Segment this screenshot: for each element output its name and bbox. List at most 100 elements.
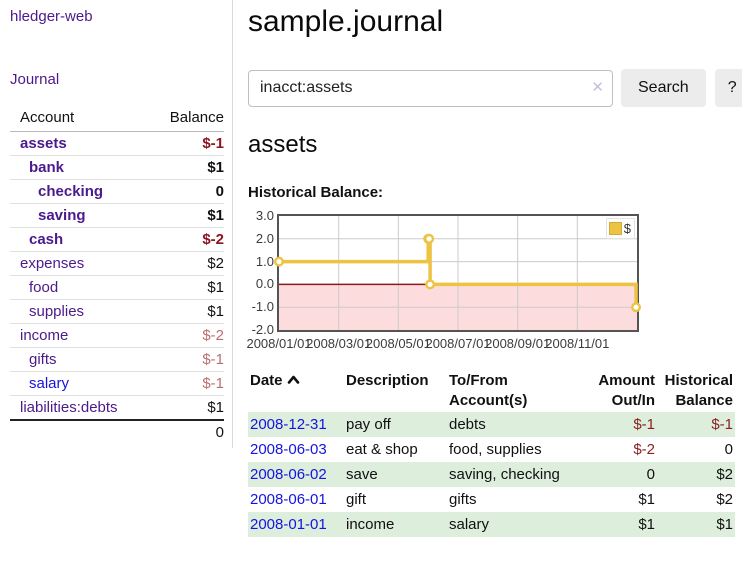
y-tick-label: 2.0 [255,230,274,246]
transaction-amount: $-1 [633,416,655,433]
register-row: 2008-06-01 gift gifts $1 $2 [248,487,735,512]
accounts-header-balance: Balance [152,106,224,132]
account-row: cash $-2 [10,227,224,252]
register-header-date[interactable]: Date [248,370,344,412]
register-header-accounts: To/From Account(s) [449,372,528,409]
account-row: expenses $2 [10,251,224,276]
register-header-balance: Historical Balance [664,372,733,409]
accounts-total-value: 0 [152,419,224,444]
account-balance: $-1 [152,131,224,156]
x-tick-label: 2008/07/01 [425,336,491,351]
register-row: 2008-01-01 income salary $1 $1 [248,512,735,537]
register-row: 2008-06-03 eat & shop food, supplies $-2… [248,437,735,462]
x-tick-label: 2008/03/01 [306,336,372,351]
account-row: saving $1 [10,203,224,228]
legend-label: $ [623,221,631,236]
main-content: sample.journal ✕ Search ? assets Histori… [246,0,742,537]
transaction-date-link[interactable]: 2008-06-02 [250,466,327,483]
account-row: checking 0 [10,179,224,204]
account-link-saving[interactable]: saving [38,207,86,224]
transaction-description: income [346,516,395,533]
transaction-date-link[interactable]: 2008-01-01 [250,516,327,533]
y-tick-label: -1.0 [251,299,274,315]
account-balance: $1 [152,395,224,421]
account-row: income $-2 [10,323,224,348]
account-row: liabilities:debts $1 [10,395,224,421]
transaction-description: pay off [346,416,391,433]
transaction-description: save [346,466,378,483]
balance-chart: 3.0 2.0 1.0 0.0 -1.0 -2.0 $ 2008/01/01 2008/03… [246,208,642,353]
account-row: gifts $-1 [10,347,224,372]
account-link-liabilities-debts[interactable]: liabilities:debts [20,399,118,416]
transaction-date-link[interactable]: 2008-12-31 [250,416,327,433]
transaction-balance: $2 [716,466,733,483]
legend-swatch-icon [608,222,622,235]
account-row: bank $1 [10,155,224,180]
x-tick-label: 2008/09/01 [485,336,551,351]
register-row: 2008-06-02 save saving, checking 0 $2 [248,462,735,487]
account-link-assets[interactable]: assets [20,135,67,152]
x-tick-label: 2008/05/01 [365,336,431,351]
search-button[interactable]: Search [621,69,706,107]
transaction-amount: $-2 [633,441,655,458]
transaction-amount: $1 [638,491,655,508]
register-header-description: Description [346,372,429,389]
y-tick-label: 3.0 [255,208,274,223]
account-link-gifts[interactable]: gifts [29,351,57,368]
account-balance: 0 [152,179,224,204]
account-balance: $-1 [152,371,224,396]
account-link-supplies[interactable]: supplies [29,303,85,320]
account-row: supplies $1 [10,299,224,324]
account-link-bank[interactable]: bank [29,159,65,176]
transaction-amount: 0 [646,466,655,483]
chart-legend: $ [605,218,635,239]
account-balance: $1 [152,155,224,180]
account-link-expenses[interactable]: expenses [20,255,85,272]
account-balance: $-2 [152,227,224,252]
account-heading: assets [248,131,318,158]
transaction-description: eat & shop [346,441,418,458]
account-balance: $1 [152,275,224,300]
sidebar-item-journal[interactable]: Journal [10,71,60,88]
account-link-checking[interactable]: checking [38,183,104,200]
transaction-amount: $1 [638,516,655,533]
accounts-total-row: 0 [10,419,224,444]
help-button[interactable]: ? [714,69,742,107]
accounts-table: Account Balance assets $-1 bank $1 check… [10,106,224,444]
transaction-accounts: saving, checking [449,466,560,483]
transaction-balance: $2 [716,491,733,508]
account-link-salary[interactable]: salary [29,375,70,392]
account-balance: $1 [152,203,224,228]
account-link-cash[interactable]: cash [29,231,64,248]
accounts-header-account: Account [10,106,153,132]
x-tick-label: 2008/01/01 [246,336,312,351]
account-row: assets $-1 [10,131,224,156]
page-title: sample.journal [248,5,444,38]
clear-search-icon[interactable]: ✕ [591,78,604,96]
y-tick-label: 0.0 [255,276,274,292]
chart-label: Historical Balance: [248,184,384,201]
account-link-food[interactable]: food [29,279,59,296]
transaction-description: gift [346,491,367,508]
account-row: food $1 [10,275,224,300]
transaction-accounts: debts [449,416,486,433]
account-balance: $-2 [152,323,224,348]
transaction-date-link[interactable]: 2008-06-01 [250,491,327,508]
account-link-income[interactable]: income [20,327,69,344]
transaction-accounts: salary [449,516,490,533]
register-table: Date Description To/From Account(s) Amou… [248,370,735,537]
register-header-amount: Amount Out/In [598,372,655,409]
register-row: 2008-12-31 pay off debts $-1 $-1 [248,412,735,437]
transaction-balance: 0 [724,441,733,458]
account-row: salary $-1 [10,371,224,396]
sidebar: hledger-web Journal Account Balance asse… [0,0,233,448]
transaction-accounts: food, supplies [449,441,542,458]
transaction-balance: $1 [716,516,733,533]
app-title-link[interactable]: hledger-web [10,8,93,25]
account-balance: $1 [152,299,224,324]
search-input[interactable] [248,69,613,107]
transaction-date-link[interactable]: 2008-06-03 [250,441,327,458]
chart-canvas [274,216,642,330]
transaction-balance: $-1 [711,416,733,433]
chart-plot-area: $ [274,214,642,332]
